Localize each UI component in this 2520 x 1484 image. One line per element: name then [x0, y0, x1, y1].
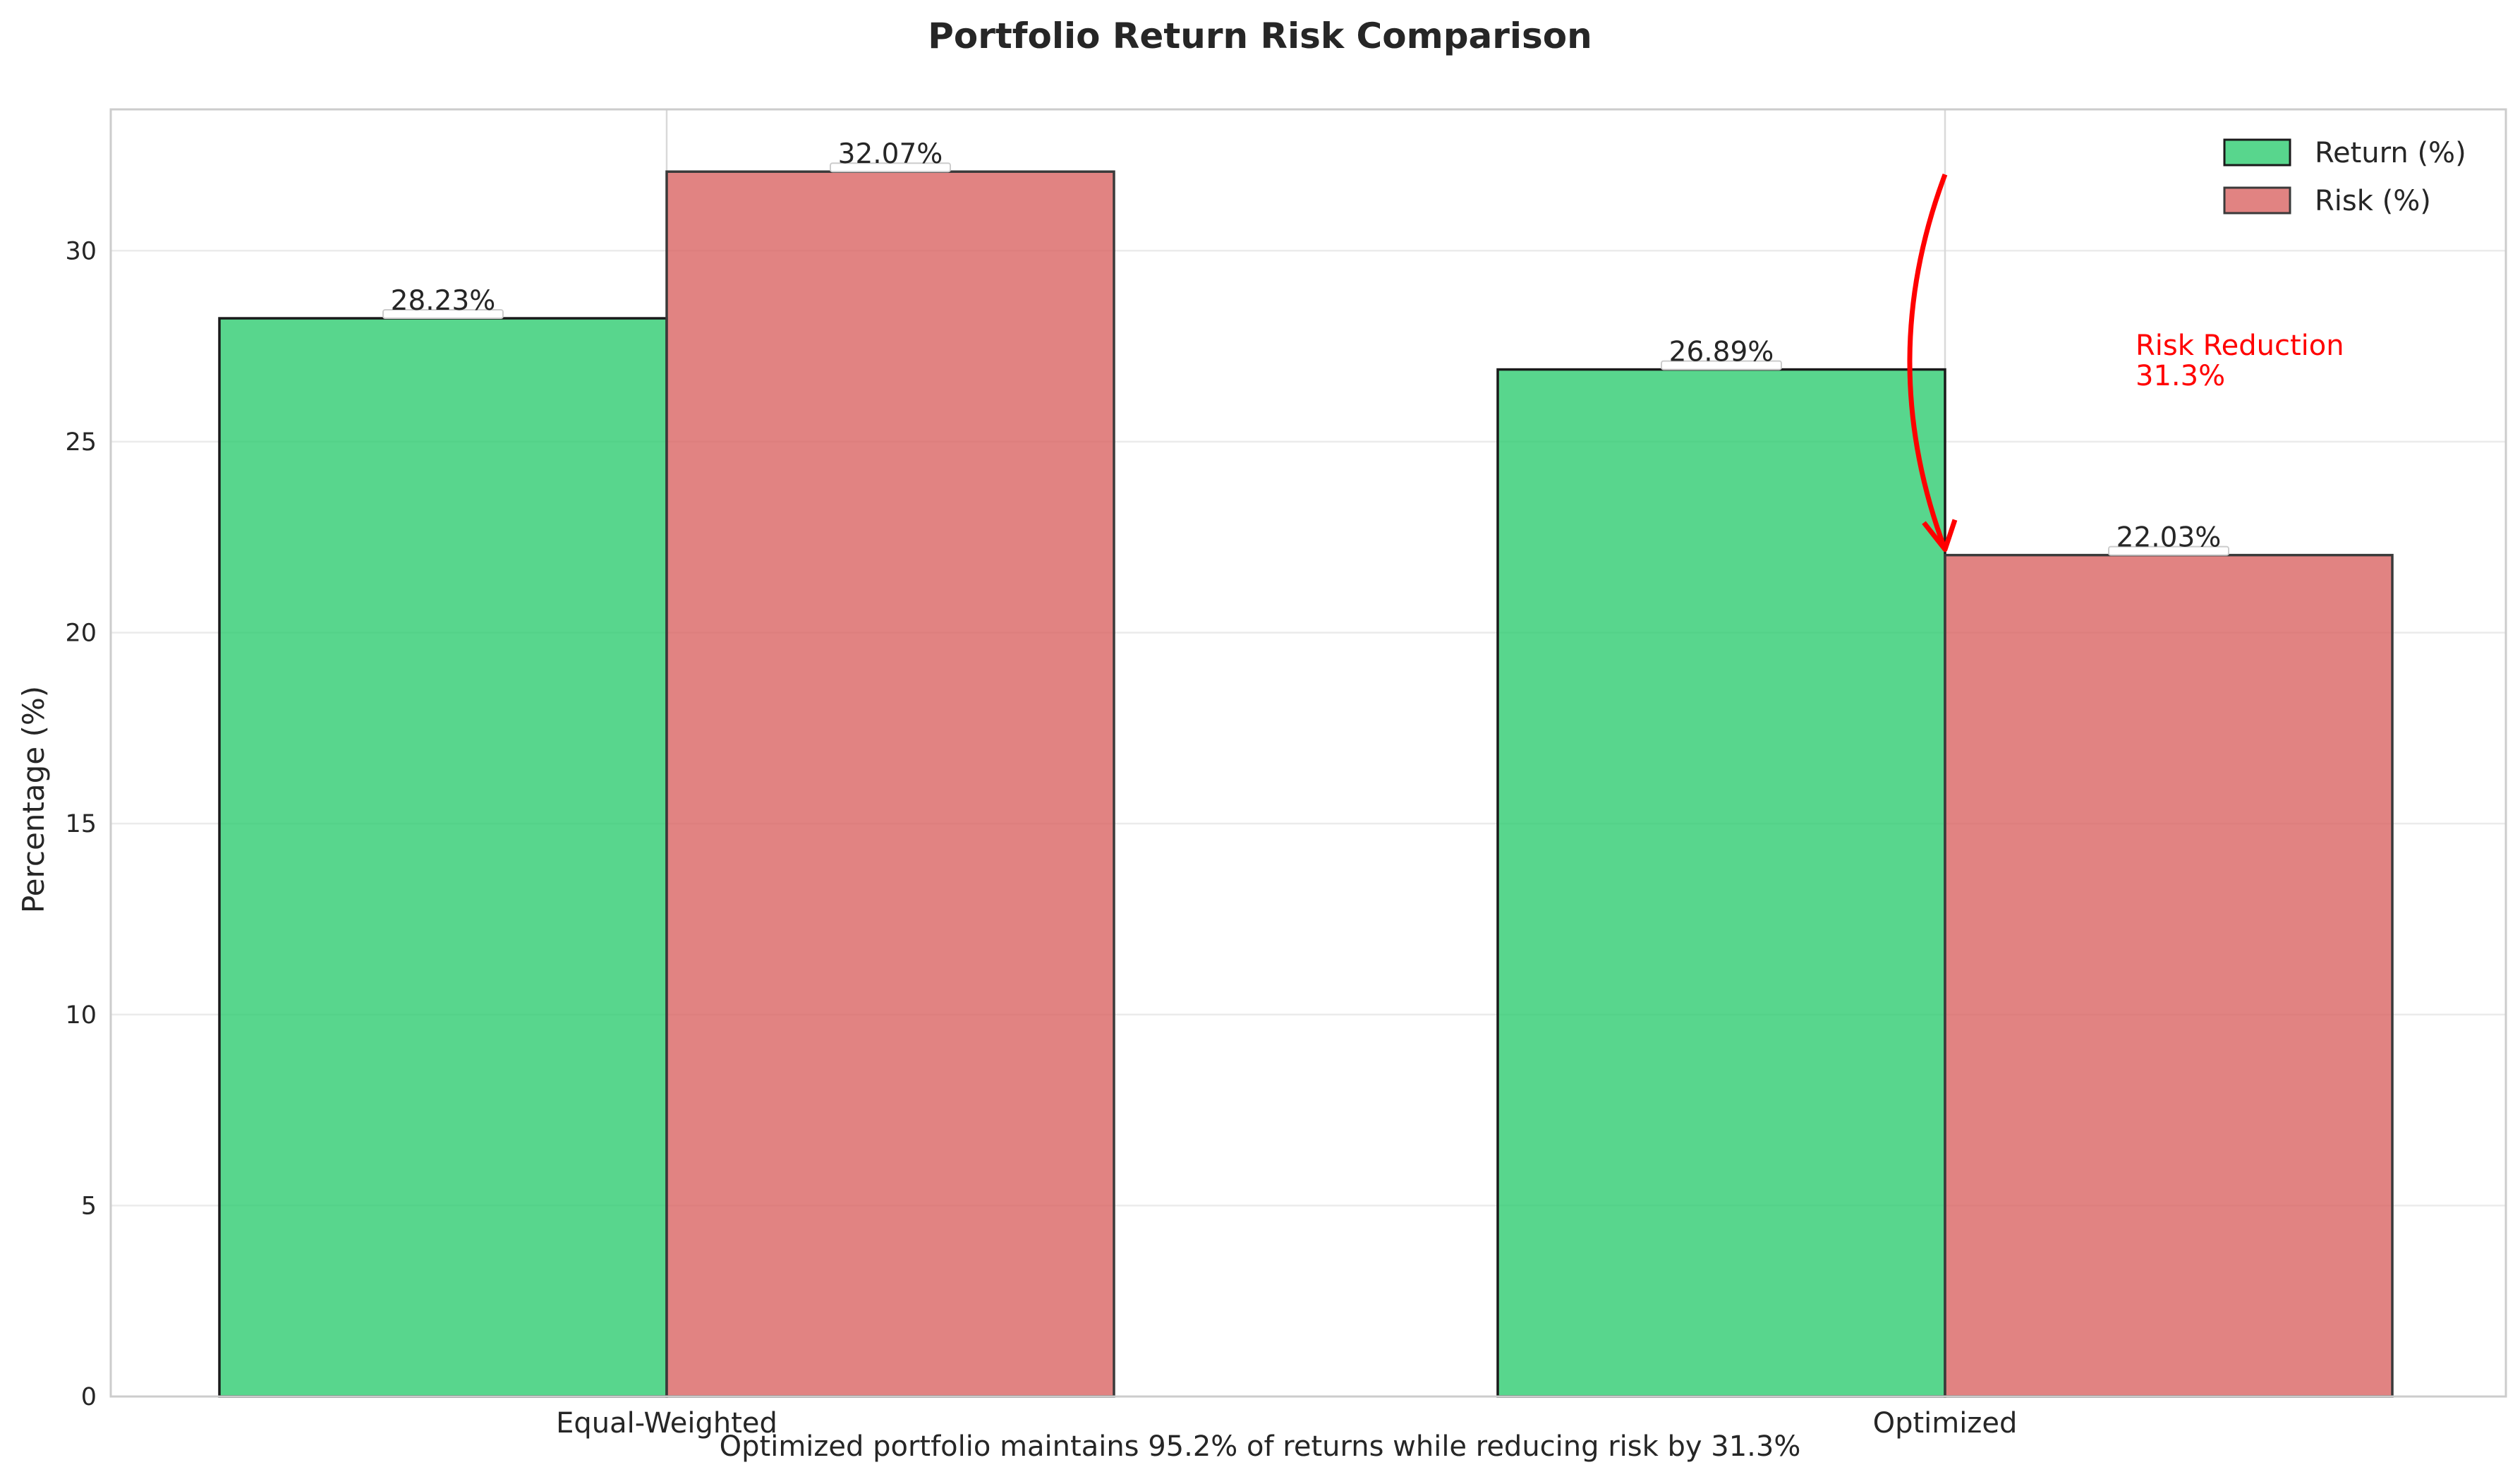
bar-return-0: [218, 317, 668, 1398]
value-label: 28.23%: [391, 285, 496, 317]
y-axis-label: Percentage (%): [16, 686, 51, 913]
value-label-box: [2108, 545, 2229, 556]
x-axis: Equal-Weighted Optimized: [556, 1407, 2017, 1440]
bars: [218, 170, 2394, 1398]
annotation-arrowhead: [1922, 519, 1958, 553]
value-label: 32.07%: [838, 138, 943, 170]
bar-risk-0: [665, 170, 1115, 1398]
value-label-box: [1661, 360, 1782, 370]
x-category-label: Optimized: [1873, 1407, 2018, 1440]
annotation-arrow: [1907, 173, 1948, 550]
y-axis: 0 5 10 15 20 25 30: [65, 237, 97, 1411]
bar-risk-1: [1944, 553, 2394, 1398]
plot-frame: [109, 108, 2507, 1398]
y-tick-label: 20: [65, 620, 97, 648]
y-tick-label: 10: [65, 1001, 97, 1030]
y-tick-label: 5: [81, 1192, 97, 1220]
value-labels: 28.23% 26.89% 32.07% 22.03%: [382, 138, 2229, 556]
bar-return-1: [1496, 368, 1946, 1398]
value-label: 22.03%: [2116, 522, 2222, 554]
annotation-text: 31.3%: [2136, 360, 2225, 392]
y-tick-label: 0: [81, 1383, 97, 1411]
legend-swatch: [2223, 186, 2291, 215]
value-label: 26.89%: [1669, 337, 1774, 368]
chart-title: Portfolio Return Risk Comparison: [928, 16, 1592, 56]
value-label-box: [382, 309, 504, 320]
value-label-box: [830, 162, 951, 173]
legend: Return (%) Risk (%): [2223, 137, 2466, 217]
legend-swatch: [2223, 138, 2291, 167]
y-tick-label: 30: [65, 237, 97, 265]
x-category-label: Equal-Weighted: [556, 1407, 777, 1440]
chart-caption: Optimized portfolio maintains 95.2% of r…: [720, 1430, 1801, 1463]
y-tick-label: 25: [65, 428, 97, 457]
annotation-text: Risk Reduction: [2136, 330, 2344, 362]
legend-label: Return (%): [2315, 137, 2466, 169]
legend-label: Risk (%): [2315, 185, 2431, 217]
y-tick-label: 15: [65, 810, 97, 838]
